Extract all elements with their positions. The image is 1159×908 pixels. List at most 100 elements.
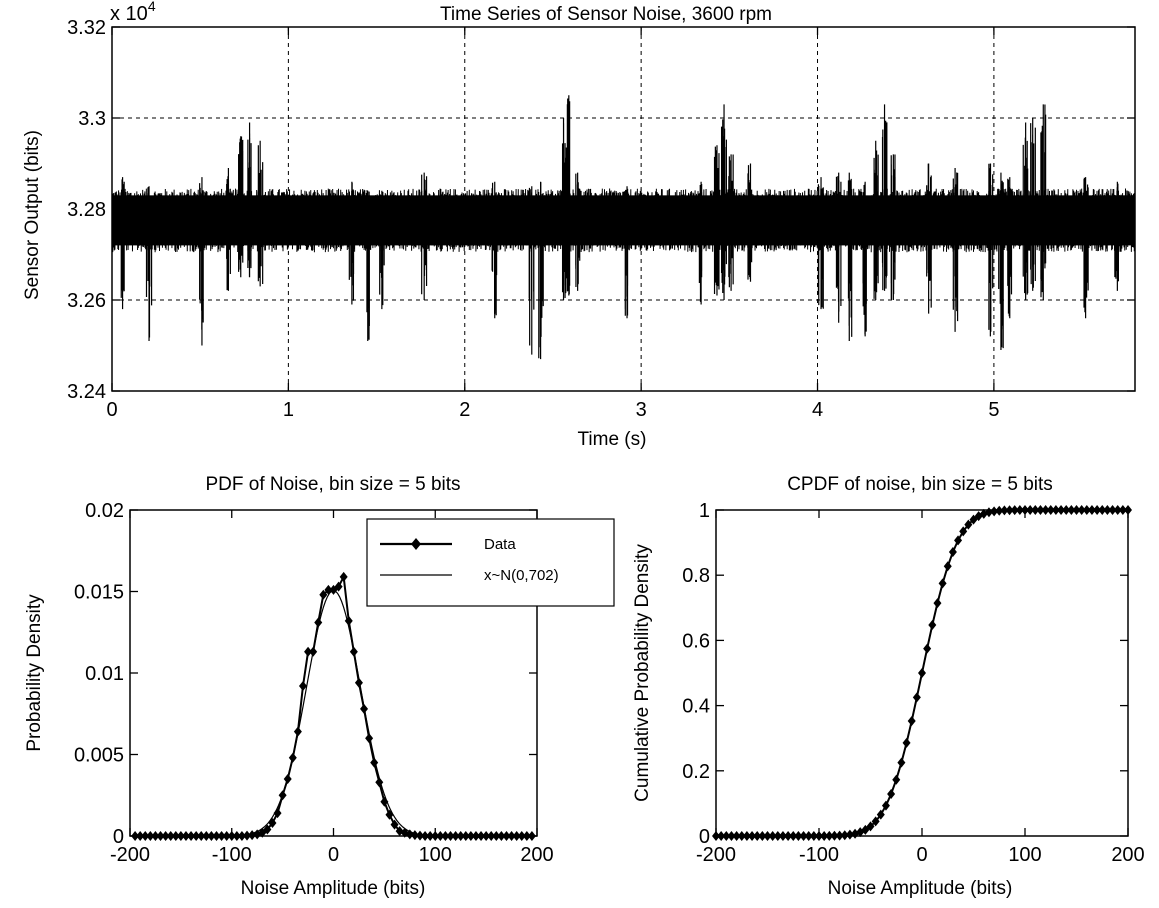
timeseries-xtick-label: 4 (812, 399, 823, 421)
pdf-data-point (309, 646, 318, 657)
timeseries-ytick-label: 3.32 (67, 17, 106, 39)
cpdf-data-point (887, 789, 896, 800)
timeseries-spike (120, 177, 125, 310)
pdf-data-point (298, 681, 307, 692)
timeseries-spike (257, 140, 264, 287)
pdf-ytick-label: 0.015 (74, 582, 124, 604)
timeseries-spike (366, 190, 370, 341)
pdf-panel: -200 -100 0 100 200 0 0.005 0.01 0.015 0.02 PDF o… (24, 474, 615, 899)
timeseries-spike (952, 168, 959, 332)
timeseries-spike (575, 172, 581, 291)
cpdf-ytick-label: 1 (699, 500, 710, 522)
pdf-data-point (248, 830, 257, 841)
pdf-data-point (319, 589, 328, 600)
pdf-ytick-label: 0.01 (85, 663, 124, 685)
timeseries-spike (528, 186, 535, 355)
timeseries-xtick-label: 2 (459, 399, 470, 421)
timeseries-spike (538, 181, 544, 360)
timeseries-spike (698, 181, 703, 305)
pdf-xtick-label: 0 (328, 844, 339, 866)
cpdf-data-point (959, 526, 968, 537)
cpdf-data-point (933, 598, 942, 609)
cpdf-data-point (881, 800, 890, 811)
pdf-data-point (283, 773, 292, 784)
timeseries-xtick-label: 0 (106, 399, 117, 421)
cpdf-panel: -200 -100 0 100 200 0 0.2 0.4 0.6 0.8 1 CPDF of no… (632, 474, 1145, 899)
timeseries-spike (1007, 177, 1013, 319)
timeseries-xtick-label: 1 (283, 399, 294, 421)
timeseries-spike (835, 172, 842, 323)
pdf-data-point (288, 752, 297, 763)
pdf-data-point (263, 824, 272, 835)
pdf-data-point (334, 581, 343, 592)
cpdf-data-point (840, 830, 849, 841)
pdf-legend-normal-label: x~N(0,702) (484, 567, 559, 584)
timeseries-trace (111, 95, 1136, 360)
cpdf-ticks: -200 -100 0 100 200 0 0.2 0.4 0.6 0.8 1 (682, 500, 1145, 866)
timeseries-spike (1022, 122, 1029, 300)
pdf-ticks: -200 -100 0 100 200 0 0.005 0.01 0.015 0.02 (74, 500, 554, 866)
timeseries-ylabel: Sensor Output (bits) (22, 130, 43, 300)
timeseries-y-exponent-power: 4 (148, 0, 156, 14)
pdf-data-point (314, 617, 323, 628)
timeseries-spike (624, 186, 629, 319)
cpdf-xtick-label: 0 (916, 844, 927, 866)
timeseries-spike (561, 118, 567, 300)
pdf-xtick-label: -100 (212, 844, 252, 866)
pdf-ytick-label: 0.005 (74, 745, 124, 767)
pdf-data-point (375, 777, 384, 788)
timeseries-spike (421, 172, 428, 300)
timeseries-spike (988, 163, 994, 337)
timeseries-y-exponent-base: x 10 (110, 3, 148, 25)
timeseries-spike (728, 154, 734, 291)
timeseries-spike (847, 172, 853, 341)
timeseries-ytick-label: 3.26 (67, 290, 106, 312)
timeseries-spike (817, 177, 824, 310)
cpdf-data-point (845, 829, 854, 840)
timeseries-spike (379, 190, 385, 310)
cpdf-ytick-label: 0.6 (682, 630, 710, 652)
timeseries-spike (873, 140, 879, 300)
timeseries-spike (226, 168, 231, 291)
timeseries-ticks: 0 1 2 3 4 5 3.24 3.26 3.28 3.3 3.32 (67, 17, 1135, 421)
pdf-data-point (390, 819, 399, 830)
pdf-xtick-label: -200 (110, 844, 150, 866)
pdf-data-point (410, 830, 419, 841)
pdf-xtick-label: 200 (520, 844, 553, 866)
pdf-legend-box (366, 518, 615, 607)
timeseries-spike (747, 163, 753, 282)
timeseries-panel: 0 1 2 3 4 5 3.24 3.26 3.28 3.3 3.32 Time Series of… (22, 0, 1136, 450)
cpdf-data-point (954, 535, 963, 546)
cpdf-data-point (938, 578, 947, 589)
pdf-data-point (273, 808, 282, 819)
cpdf-xtick-label: 100 (1008, 844, 1041, 866)
cpdf-data-point (995, 505, 1004, 516)
timeseries-spike (238, 136, 244, 278)
timeseries-spike (1114, 181, 1120, 291)
timeseries-spike (926, 163, 932, 314)
timeseries-spike (199, 177, 204, 346)
cpdf-data-point (892, 774, 901, 785)
pdf-xtick-label: 100 (419, 844, 452, 866)
pdf-data-point (370, 757, 379, 768)
timeseries-spike (713, 145, 720, 296)
cpdf-data-point (928, 620, 937, 631)
pdf-data-point (278, 790, 287, 801)
timeseries-spike (145, 186, 153, 341)
cpdf-xtick-label: 200 (1111, 844, 1144, 866)
timeseries-spike (998, 172, 1004, 351)
timeseries-ytick-label: 3.28 (67, 199, 106, 221)
cpdf-data-point (871, 816, 880, 827)
timeseries-spike (720, 104, 727, 300)
timeseries-xtick-label: 5 (988, 399, 999, 421)
cpdf-data-point (948, 546, 957, 557)
cpdf-data-point (912, 692, 921, 703)
cpdf-xtick-label: -100 (799, 844, 839, 866)
cpdf-data-point (964, 519, 973, 530)
timeseries-spike (862, 181, 867, 337)
timeseries-xlabel: Time (s) (578, 429, 647, 450)
cpdf-data-point (902, 737, 911, 748)
pdf-data-point (324, 584, 333, 595)
pdf-data-point (344, 615, 353, 626)
